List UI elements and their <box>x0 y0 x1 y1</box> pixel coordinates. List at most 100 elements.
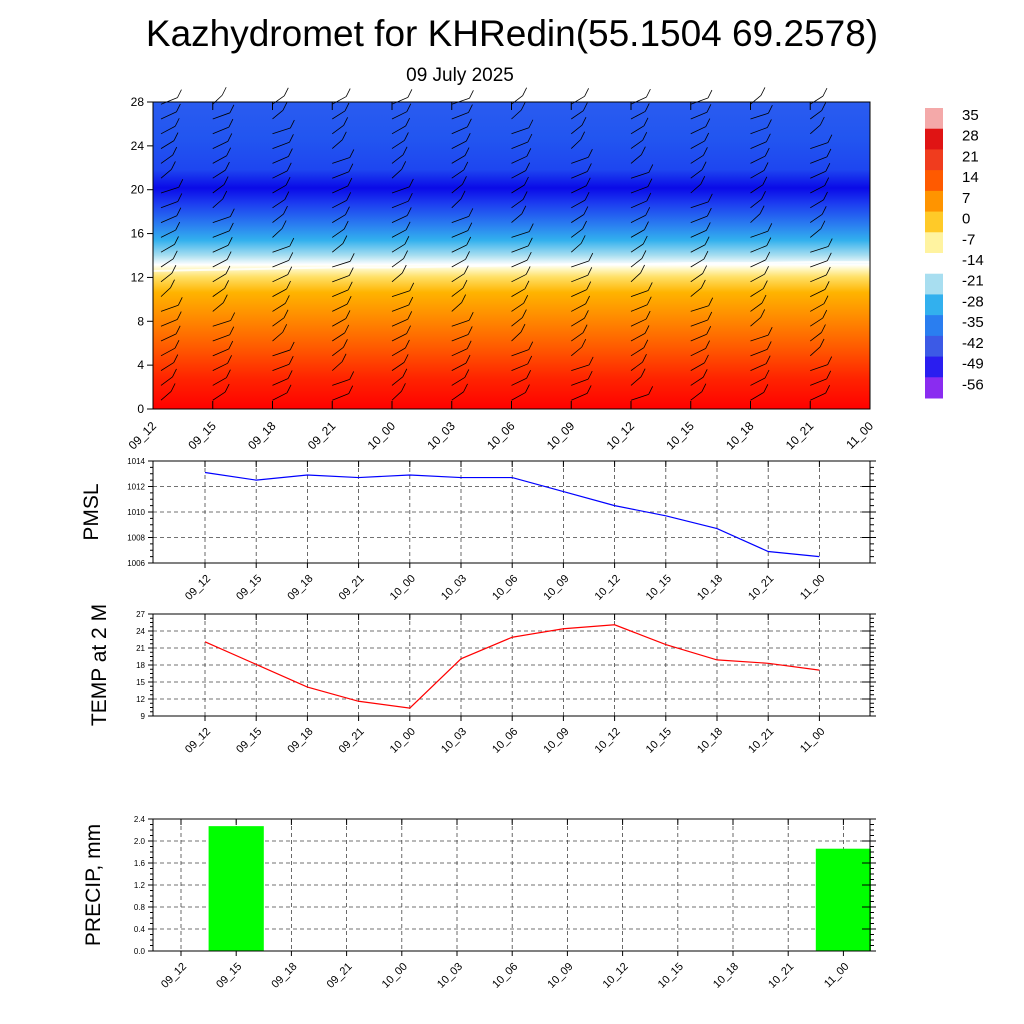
wind-barb-flag <box>176 207 182 216</box>
wind-barb-flag <box>643 117 649 126</box>
x-tick-label: 10_09 <box>545 961 575 991</box>
wind-barb-flag <box>700 176 706 185</box>
wind-barb <box>511 109 522 120</box>
wind-barb-flag <box>584 191 590 201</box>
wind-barb <box>690 391 703 401</box>
wind-barb <box>160 287 171 297</box>
wind-barb <box>511 259 528 268</box>
wind-barb <box>690 230 707 238</box>
wind-barb <box>451 287 464 297</box>
wind-barb <box>571 199 586 209</box>
wind-barb <box>160 125 176 135</box>
wind-barb-flag <box>705 222 711 231</box>
wind-barb <box>511 302 524 312</box>
wind-barb <box>810 260 828 268</box>
wind-barb-flag <box>222 190 228 200</box>
wind-barb-flag <box>762 280 768 289</box>
wind-barb <box>160 376 173 386</box>
wind-barb <box>810 317 823 327</box>
wind-barb-flag <box>284 295 290 304</box>
wind-barb-flag <box>175 325 181 335</box>
wind-barb-flag <box>463 383 468 393</box>
pmsl-line <box>204 471 820 558</box>
wind-barb-flag <box>640 368 646 377</box>
wind-barb-flag <box>705 340 710 349</box>
wind-barb <box>750 230 768 238</box>
wind-barb <box>571 393 588 401</box>
y-axis-label: PMSL <box>80 483 103 540</box>
wind-barb <box>451 230 468 238</box>
wind-barb-flag <box>229 104 235 113</box>
y-tick-label: 0.8 <box>134 903 146 912</box>
wind-barb-flag <box>347 281 353 291</box>
wind-barb-flag <box>468 208 474 217</box>
wind-barb-flag <box>707 193 713 203</box>
wind-barb <box>272 245 290 253</box>
wind-barb-flag <box>466 340 472 349</box>
wind-barb <box>630 96 647 105</box>
wind-barb <box>570 346 583 357</box>
wind-barb-flag <box>178 179 184 188</box>
wind-barb <box>331 243 344 253</box>
wind-barb-flag <box>406 207 412 216</box>
x-tick-label: 09_12 <box>183 573 213 603</box>
colorbar-swatch <box>925 128 943 150</box>
wind-barb-flag <box>401 161 407 170</box>
wind-barb <box>690 169 703 179</box>
wind-barb-flag <box>523 295 529 304</box>
wind-barb <box>391 304 409 312</box>
x-tick-label: 11_00 <box>822 961 852 991</box>
wind-barb <box>451 169 465 179</box>
wind-barb <box>571 110 584 120</box>
x-tick-label: 09_21 <box>325 961 355 991</box>
wind-barb <box>332 318 347 327</box>
wind-barb-flag <box>706 104 712 113</box>
wind-barb <box>511 95 523 105</box>
y-tick-label: 24 <box>136 627 145 636</box>
wind-barb <box>272 392 288 401</box>
wind-barb <box>451 112 469 120</box>
wind-barb-flag <box>761 191 766 200</box>
wind-barb-flag <box>461 294 466 303</box>
wind-barb <box>750 288 764 297</box>
wind-barb-flag <box>587 370 593 380</box>
wind-barb-flag <box>768 105 773 114</box>
wind-barb-flag <box>286 384 292 393</box>
wind-barb <box>630 347 645 357</box>
wind-barb-flag <box>702 369 708 378</box>
wind-barb <box>212 377 227 386</box>
wind-barb-flag <box>522 87 527 96</box>
wind-barb <box>331 361 343 371</box>
wind-barb <box>160 304 179 312</box>
wind-barb-flag <box>527 133 533 143</box>
wind-barb-flag <box>701 383 707 392</box>
wind-barb-flag <box>223 176 229 185</box>
wind-barb-flag <box>646 88 651 98</box>
wind-barb-flag <box>823 191 828 201</box>
colorbar-swatch <box>925 356 943 378</box>
x-tick-label: 10_21 <box>766 961 796 991</box>
wind-barb <box>212 230 230 238</box>
wind-barb-flag <box>646 296 652 305</box>
wind-barb <box>391 362 405 371</box>
wind-barb-flag <box>409 282 415 291</box>
chart-title: Kazhydromet for KHRedin(55.1504 69.2578) <box>145 13 879 54</box>
wind-barb-flag <box>343 339 348 348</box>
wind-barb <box>451 126 468 135</box>
wind-barb <box>332 214 346 223</box>
wind-barb-flag <box>642 132 648 141</box>
wind-barb-flag <box>708 297 714 306</box>
wind-barb-flag <box>407 89 413 98</box>
temp-line <box>204 624 820 709</box>
wind-barb-flag <box>283 205 288 215</box>
wind-barb <box>750 302 763 312</box>
wind-barb <box>810 274 827 283</box>
wind-barb <box>511 155 528 164</box>
wind-barb <box>630 333 646 342</box>
wind-barb <box>571 214 585 223</box>
wind-barb-flag <box>289 237 295 247</box>
wind-barb <box>160 362 174 371</box>
wind-barb-flag <box>465 354 471 364</box>
x-tick-label: 09_15 <box>234 573 264 603</box>
wind-barb-flag <box>225 265 231 275</box>
